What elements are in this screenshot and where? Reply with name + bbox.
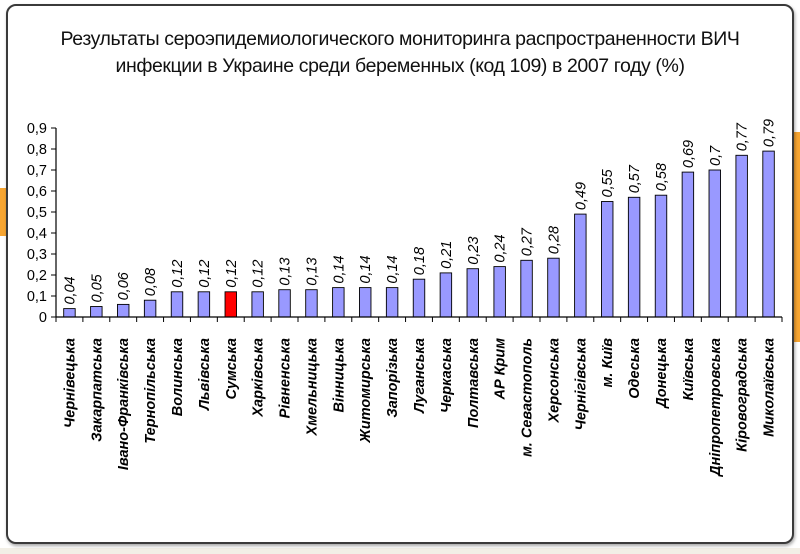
bar-value-label: 0,18: [412, 247, 428, 275]
y-tick-label: 0,3: [27, 247, 47, 263]
bar: [385, 287, 399, 318]
bar: [654, 194, 668, 318]
bar: [708, 169, 721, 318]
left-edge-accent: [0, 0, 6, 554]
category-label: Чернівецька: [62, 338, 78, 428]
bar: [439, 272, 453, 318]
bar: [170, 291, 184, 318]
bar-value-label: 0,12: [170, 260, 186, 288]
chart-title: Результаты сероэпидемиологического монит…: [60, 26, 740, 80]
bar: [251, 291, 264, 318]
bar-value-label: 0,77: [735, 122, 751, 151]
category-label: Дніпропетровська: [708, 338, 724, 478]
bar: [547, 257, 560, 318]
category-label: Рівненська: [278, 338, 294, 418]
category-label: Тернопільська: [143, 338, 159, 444]
bar-value-label: 0,79: [762, 119, 778, 147]
bar: [681, 171, 695, 318]
category-label: Закарпатська: [89, 338, 105, 442]
category-label: м. Київ: [600, 338, 616, 388]
bar: [278, 289, 291, 318]
category-label: Одеська: [627, 338, 643, 399]
chart-title-line-2: инфекции в Украине среди беременных (код…: [115, 55, 685, 77]
bar: [627, 196, 641, 318]
bar: [63, 308, 76, 318]
category-label: Вінницька: [331, 338, 347, 412]
y-tick-label: 0,1: [27, 289, 47, 305]
category-label: Волинська: [170, 338, 186, 416]
category-label: Запорізька: [385, 338, 401, 418]
category-label: Івано-Франківська: [116, 338, 132, 470]
bar-value-label: 0,06: [116, 271, 132, 300]
bar-value-label: 0,12: [251, 260, 267, 288]
bar: [412, 278, 426, 318]
bar: [493, 266, 506, 318]
category-label: Донецька: [654, 338, 670, 410]
category-label: Харківська: [251, 338, 267, 418]
bar-value-label: 0,14: [331, 255, 347, 283]
bar: [520, 259, 533, 318]
category-label: Луганська: [412, 338, 428, 414]
bar: [359, 287, 372, 318]
bar-value-label: 0,14: [358, 255, 374, 283]
bar-value-label: 0,12: [224, 260, 240, 288]
bar: [762, 150, 775, 318]
category-label: Хмельницька: [304, 338, 320, 436]
bar: [143, 299, 157, 318]
bar-value-label: 0,12: [197, 260, 213, 288]
bar: [305, 289, 318, 318]
y-tick-label: 0,9: [27, 121, 47, 137]
y-tick-label: 0,6: [27, 184, 47, 200]
bar: [117, 303, 130, 318]
bar-value-label: 0,04: [62, 276, 78, 304]
bottom-strip: [0, 548, 800, 554]
bar-value-label: 0,13: [278, 257, 294, 285]
y-tick-label: 0,4: [27, 226, 47, 242]
bar-value-label: 0,23: [466, 236, 482, 264]
category-label: Херсонська: [546, 338, 562, 424]
bar: [224, 291, 237, 318]
bar-value-label: 0,24: [493, 234, 509, 262]
category-label: м. Севастополь: [520, 338, 536, 457]
bar-value-label: 0,58: [654, 163, 670, 191]
chart-title-line-1: Результаты сероэпидемиологического монит…: [60, 28, 740, 50]
bar: [90, 306, 103, 318]
bar: [601, 201, 614, 318]
bar-value-label: 0,28: [546, 226, 562, 254]
bar: [574, 213, 587, 318]
category-label: Кіровоградська: [735, 338, 751, 452]
bar-value-label: 0,21: [439, 241, 455, 269]
category-label: Сумська: [224, 338, 240, 400]
bar-value-label: 0,49: [573, 182, 589, 210]
category-label: Чернігівська: [573, 338, 589, 430]
category-label: Черкаська: [439, 338, 455, 413]
bar-value-label: 0,05: [89, 273, 105, 302]
y-tick-label: 0,5: [27, 205, 47, 221]
category-label: Київська: [681, 338, 697, 400]
category-label: Львівська: [197, 338, 213, 411]
bar-value-label: 0,57: [627, 164, 643, 193]
y-tick-label: 0,8: [27, 142, 47, 158]
bar: [332, 287, 345, 318]
bar-value-label: 0,13: [304, 257, 320, 285]
bar-value-label: 0,55: [600, 168, 616, 197]
bar-value-label: 0,27: [520, 227, 536, 256]
bar-value-label: 0,08: [143, 268, 159, 296]
category-label: Полтавська: [466, 338, 482, 428]
y-tick-label: 0,2: [27, 268, 47, 284]
bar: [735, 154, 748, 318]
bar-value-label: 0,14: [385, 255, 401, 283]
category-label: Миколаївська: [762, 338, 778, 437]
bar: [466, 268, 479, 318]
y-tick-label: 0: [39, 310, 47, 326]
category-label: АР Крим: [493, 338, 509, 401]
bar: [197, 291, 211, 318]
bar-value-label: 0,7: [708, 145, 724, 166]
right-edge-accent: [794, 0, 800, 554]
category-label: Житомирська: [358, 338, 374, 444]
y-tick-label: 0,7: [27, 163, 47, 179]
bar-value-label: 0,69: [681, 140, 697, 168]
